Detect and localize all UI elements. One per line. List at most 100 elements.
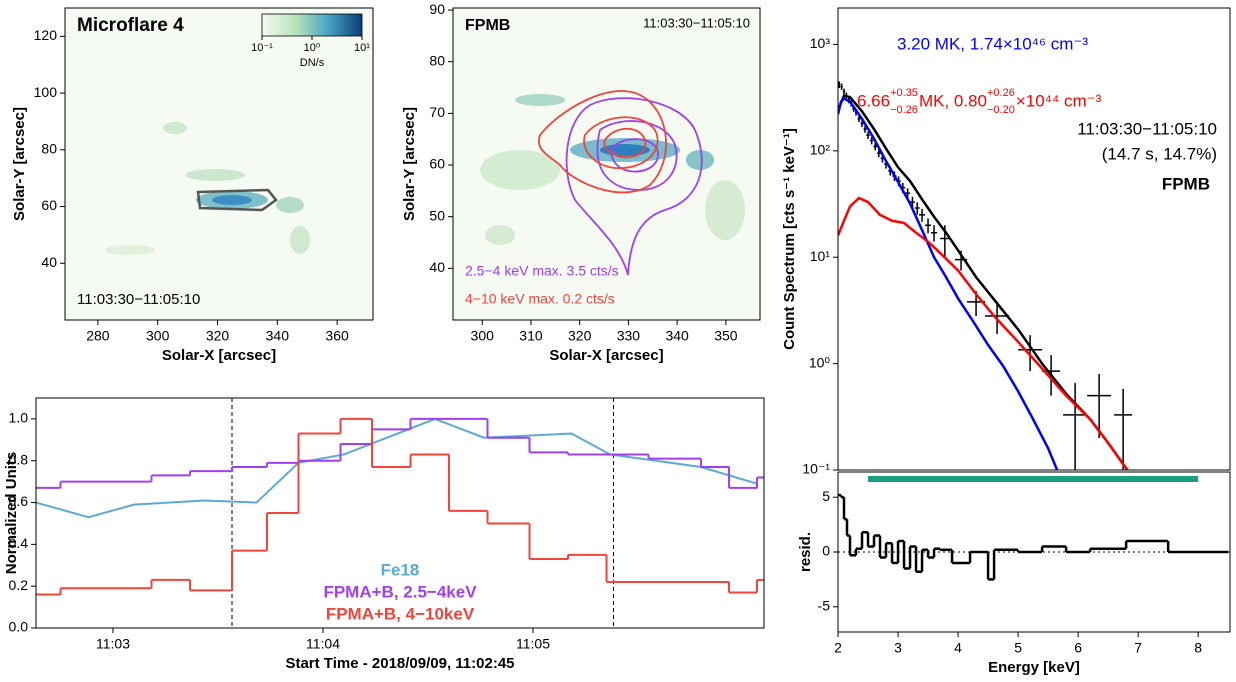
axes-frame (35, 397, 765, 629)
y-tick-label: 0.4 (9, 535, 29, 551)
panel-title: Microflare 4 (77, 15, 184, 36)
error-point (925, 218, 932, 234)
fit-hot-label: ×10⁴⁴ cm⁻³ (1016, 91, 1102, 110)
x-tick-label: 300 (471, 328, 495, 344)
y-tick-label: 1.0 (9, 410, 29, 426)
line-series (36, 417, 758, 519)
axes-frame (64, 7, 374, 321)
y-tick-label: 10⁻¹ (802, 461, 830, 477)
legend-label: Fe18 (381, 560, 420, 579)
y-axis-label: Normalized Units (3, 452, 20, 575)
x-tick-label: 340 (665, 328, 689, 344)
x-tick-label: 11:05 (516, 636, 550, 652)
y-tick-label: 10² (810, 142, 831, 158)
axes-frame (837, 7, 1231, 471)
x-tick-label: 4 (954, 640, 962, 656)
error-point (1063, 382, 1088, 470)
error-point (919, 208, 926, 222)
error-point (842, 88, 846, 95)
y-tick-label: -5 (818, 597, 831, 613)
colorbar-tick-label: 10⁰ (304, 42, 321, 54)
y-tick-label: 40 (41, 254, 57, 270)
x-tick-label: 2 (834, 640, 842, 656)
x-tick-label: 330 (617, 328, 641, 344)
error-point (931, 225, 938, 242)
y-tick-label: 0.2 (9, 577, 29, 593)
model-curve (838, 94, 1129, 470)
axes-frame (452, 7, 761, 321)
x-axis-label: Start Time - 2018/09/09, 11:02:45 (285, 655, 514, 672)
y-tick-label: 0 (822, 543, 830, 559)
colorbar-tick-label: 10¹ (354, 42, 370, 54)
x-axis-label: Energy [keV] (988, 659, 1080, 676)
x-tick-label: 280 (86, 328, 110, 344)
x-tick-label: 8 (1194, 640, 1202, 656)
y-tick-label: 70 (429, 104, 445, 120)
error-point (857, 115, 861, 123)
y-tick-label: 50 (429, 207, 445, 223)
time-range: 11:03:30−11:05:10 (77, 291, 200, 308)
fit-hot-label: 6.66 (857, 91, 890, 110)
error-point (863, 125, 867, 133)
plot-area (838, 476, 1230, 581)
x-tick-label: 11:04 (306, 636, 340, 652)
y-tick-label: 0.6 (9, 493, 29, 509)
x-tick-label: 340 (266, 328, 290, 344)
x-tick-label: 3 (894, 640, 902, 656)
time-range: 11:03:30−11:05:10 (643, 15, 750, 30)
y-tick-label: 10³ (810, 35, 831, 51)
detector-label: FPMB (1162, 174, 1210, 193)
colorbar-label: DN/s (300, 57, 325, 69)
image-panel-2 (453, 8, 760, 320)
x-tick-label: 11:03 (96, 636, 130, 652)
error-point (866, 131, 870, 140)
fit-hot-label: MK, 0.80 (919, 91, 987, 110)
y-tick-label: 60 (429, 156, 445, 172)
y-axis-label: Solar-Y [arcsec] (401, 107, 418, 221)
time-range: 11:03:30−11:05:10 (1077, 119, 1217, 138)
x-axis-label: Solar-X [arcsec] (162, 347, 276, 364)
y-tick-label: 0.8 (9, 451, 29, 467)
error-point (1018, 335, 1043, 372)
fit-hot-label: +0.26 (987, 87, 1015, 99)
fit-cool-label: 3.20 MK, 1.74×10⁴⁶ cm⁻³ (897, 34, 1088, 53)
y-tick-label: 40 (429, 259, 445, 275)
fit-hot-label: +0.35 (890, 87, 918, 99)
error-point (860, 120, 864, 128)
y-axis-label: Count Spectrum [cts s⁻¹ keV⁻¹] (781, 128, 798, 350)
y-tick-label: 80 (41, 141, 57, 157)
y-tick-label: 80 (429, 52, 445, 68)
fit-hot-label: −0.26 (890, 104, 918, 116)
plot-area (36, 398, 764, 628)
model-curve (838, 196, 1129, 470)
error-point (873, 142, 878, 151)
x-tick-label: 5 (1014, 640, 1022, 656)
x-tick-label: 300 (146, 328, 170, 344)
y-tick-label: 10¹ (810, 248, 831, 264)
error-point (840, 83, 843, 91)
contour-label: 2.5−4 keV max. 3.5 cts/s (465, 263, 619, 279)
image-panel-1 (65, 8, 373, 320)
fit-range (868, 476, 1199, 482)
y-tick-label: 0.0 (9, 619, 29, 635)
x-tick-label: 6 (1074, 640, 1082, 656)
error-point (914, 202, 920, 215)
x-tick-label: 320 (206, 328, 230, 344)
panel-title: FPMB (465, 17, 510, 34)
model-curve (838, 97, 1059, 470)
fit-hot-label: −0.20 (987, 104, 1015, 116)
error-point (1114, 388, 1133, 470)
colorbar-tick-label: 10⁻¹ (251, 42, 273, 54)
y-tick-label: 60 (41, 197, 57, 213)
x-tick-label: 360 (325, 328, 349, 344)
x-tick-label: 350 (714, 328, 738, 344)
legend-label: FPMA+B, 2.5−4keV (323, 582, 477, 601)
y-axis-label: resid. (797, 532, 814, 572)
y-tick-label: 90 (429, 1, 445, 17)
exposure-stats: (14.7 s, 14.7%) (1102, 144, 1217, 163)
x-tick-label: 310 (519, 328, 543, 344)
y-tick-label: 10⁰ (809, 354, 831, 370)
plot-area (838, 81, 1133, 470)
x-tick-label: 7 (1134, 640, 1142, 656)
